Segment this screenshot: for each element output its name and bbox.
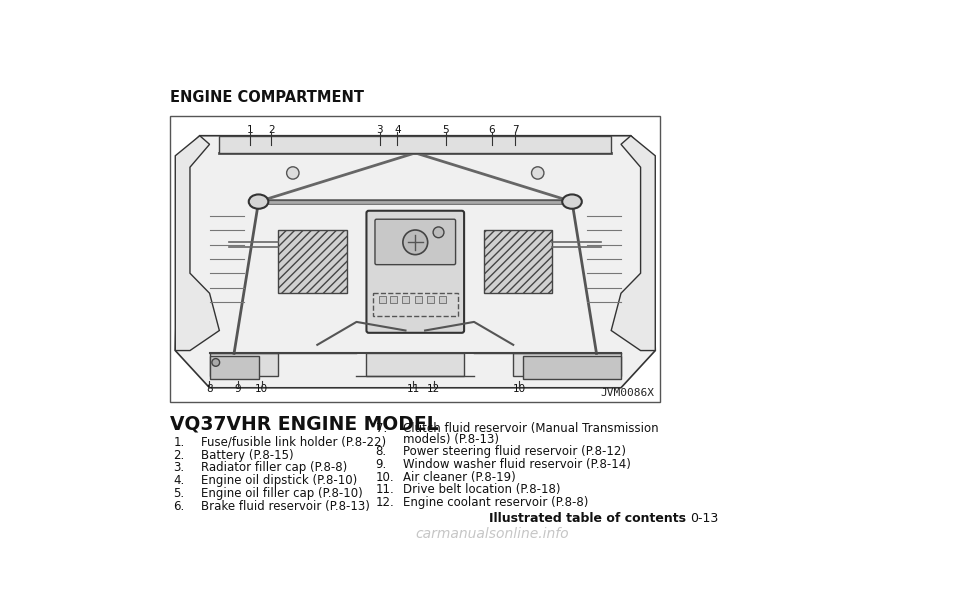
Text: 3.: 3.: [174, 461, 184, 474]
Text: Engine oil filler cap (P.8-10): Engine oil filler cap (P.8-10): [202, 487, 363, 500]
Text: Illustrated table of contents: Illustrated table of contents: [489, 512, 685, 525]
Bar: [278, 230, 347, 293]
Polygon shape: [176, 136, 219, 351]
Text: 4: 4: [395, 125, 400, 135]
Text: 2.: 2.: [174, 448, 184, 462]
Circle shape: [403, 230, 427, 255]
Text: Engine coolant reservoir (P.8-8): Engine coolant reservoir (P.8-8): [403, 496, 588, 509]
Text: 9.: 9.: [375, 458, 387, 471]
Text: 6.: 6.: [174, 500, 184, 513]
FancyBboxPatch shape: [367, 211, 464, 333]
Ellipse shape: [249, 194, 269, 209]
FancyBboxPatch shape: [375, 219, 456, 265]
Text: 11.: 11.: [375, 483, 395, 496]
Text: Brake fluid reservoir (P.8-13): Brake fluid reservoir (P.8-13): [202, 500, 371, 513]
Text: 10: 10: [255, 384, 269, 395]
Bar: [523, 356, 621, 379]
Text: 4.: 4.: [174, 474, 184, 487]
Text: 1: 1: [247, 125, 253, 135]
Text: 7: 7: [512, 125, 518, 135]
Text: Radiator filler cap (P.8-8): Radiator filler cap (P.8-8): [202, 461, 348, 474]
Text: Drive belt location (P.8-18): Drive belt location (P.8-18): [403, 483, 561, 496]
Bar: [170, 115, 660, 402]
Circle shape: [212, 359, 220, 366]
Bar: [367, 353, 465, 376]
Bar: [514, 353, 621, 376]
Bar: [484, 230, 552, 293]
Text: 0-13: 0-13: [690, 512, 719, 525]
Text: 6: 6: [489, 125, 495, 135]
Bar: [390, 296, 396, 302]
Text: 8.: 8.: [375, 445, 387, 458]
Bar: [402, 296, 409, 302]
Text: Power steering fluid reservoir (P.8-12): Power steering fluid reservoir (P.8-12): [403, 445, 626, 458]
Ellipse shape: [563, 194, 582, 209]
Text: 3: 3: [376, 125, 383, 135]
Text: Air cleaner (P.8-19): Air cleaner (P.8-19): [403, 470, 516, 484]
Text: 10: 10: [513, 384, 526, 395]
Text: Battery (P.8-15): Battery (P.8-15): [202, 448, 294, 462]
Text: 1.: 1.: [174, 436, 184, 449]
Bar: [416, 296, 422, 302]
Text: Engine oil dipstick (P.8-10): Engine oil dipstick (P.8-10): [202, 474, 358, 487]
Bar: [372, 293, 458, 316]
Text: 12: 12: [427, 384, 441, 395]
Text: 8: 8: [205, 384, 212, 395]
Text: 2: 2: [268, 125, 275, 135]
Bar: [439, 296, 445, 302]
Text: VQ37VHR ENGINE MODEL: VQ37VHR ENGINE MODEL: [170, 414, 439, 433]
Text: 5: 5: [443, 125, 449, 135]
Text: Clutch fluid reservoir (Manual Transmission: Clutch fluid reservoir (Manual Transmiss…: [403, 422, 659, 435]
Bar: [209, 353, 278, 376]
Bar: [427, 296, 434, 302]
Bar: [379, 296, 386, 302]
Text: 7.: 7.: [375, 422, 387, 435]
Circle shape: [532, 167, 544, 179]
Text: carmanualsonline.info: carmanualsonline.info: [415, 527, 569, 541]
Text: models) (P.8-13): models) (P.8-13): [403, 433, 499, 445]
Circle shape: [287, 167, 299, 179]
Polygon shape: [176, 136, 656, 388]
Text: 10.: 10.: [375, 470, 395, 484]
Text: 9: 9: [234, 384, 241, 395]
Text: 11: 11: [406, 384, 420, 395]
Circle shape: [433, 227, 444, 238]
Text: Window washer fluid reservoir (P.8-14): Window washer fluid reservoir (P.8-14): [403, 458, 631, 471]
Bar: [219, 136, 612, 153]
Text: Fuse/fusible link holder (P.8-22): Fuse/fusible link holder (P.8-22): [202, 436, 387, 449]
Text: 12.: 12.: [375, 496, 395, 509]
Text: JVM0086X: JVM0086X: [600, 388, 654, 398]
Text: ENGINE COMPARTMENT: ENGINE COMPARTMENT: [170, 90, 365, 105]
Polygon shape: [612, 136, 656, 351]
Bar: [209, 356, 258, 379]
Text: 5.: 5.: [174, 487, 184, 500]
